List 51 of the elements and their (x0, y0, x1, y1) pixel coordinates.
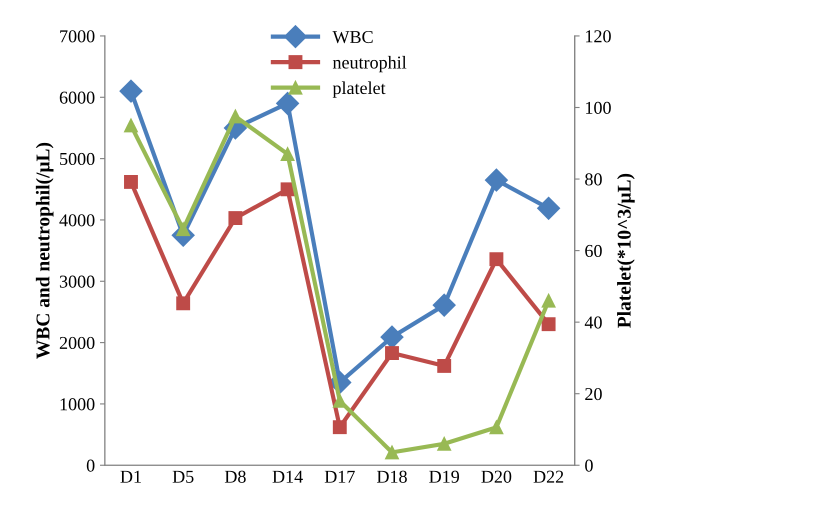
legend-label: platelet (332, 81, 386, 98)
y-tick-label: 1000 (60, 398, 94, 410)
x-tick-label: D1 (120, 470, 141, 483)
y2-tick-label: 120 (586, 30, 611, 42)
legend-label: WBC (332, 30, 373, 44)
x-tick-label: D22 (534, 470, 564, 483)
point (176, 222, 190, 236)
point (228, 110, 242, 124)
y-tick-label: 5000 (60, 152, 94, 166)
point (124, 174, 138, 189)
x-tick-label: D8 (224, 470, 246, 483)
y2-tick-label: 40 (584, 316, 602, 329)
x-tick-label: D14 (272, 470, 303, 483)
x-tick-label: D17 (324, 470, 355, 483)
point (489, 420, 504, 434)
point (228, 211, 242, 226)
y-tick-label: 6000 (60, 92, 94, 104)
point (332, 420, 347, 434)
point (432, 294, 456, 317)
y2-tick-label: 60 (585, 244, 602, 258)
point (542, 294, 556, 308)
y2-tick-label: 100 (586, 102, 611, 114)
point (124, 118, 138, 132)
y-tick-label: 4000 (59, 214, 94, 226)
x-tick-label: D19 (429, 470, 460, 483)
point (176, 296, 190, 310)
y2-tick-label: 20 (585, 388, 602, 400)
y-tick-label: 2000 (60, 336, 94, 350)
point (537, 196, 560, 220)
legend-label: neutrophil (332, 56, 406, 72)
point (385, 346, 399, 360)
point (385, 445, 399, 460)
point (542, 317, 556, 332)
y2-axis-title: Platelet(*10^3/μL) (617, 174, 635, 328)
x-tick-label: D5 (172, 470, 194, 483)
y2-tick-label: 0 (585, 460, 593, 472)
y-tick-label: 7000 (60, 30, 94, 42)
point (437, 358, 452, 373)
point (484, 168, 508, 192)
x-tick-label: D18 (376, 470, 407, 483)
point (276, 92, 300, 115)
x-tick-label: D20 (481, 470, 512, 483)
y2-tick-label: 80 (585, 173, 602, 186)
point (280, 147, 295, 161)
y-tick-label: 0 (86, 460, 94, 472)
point (437, 436, 452, 451)
point (489, 252, 504, 266)
y-tick-label: 3000 (60, 276, 94, 288)
point (119, 80, 142, 103)
point (332, 394, 347, 408)
y-axis-title: WBC and neutrophil(/μL) (36, 142, 54, 359)
